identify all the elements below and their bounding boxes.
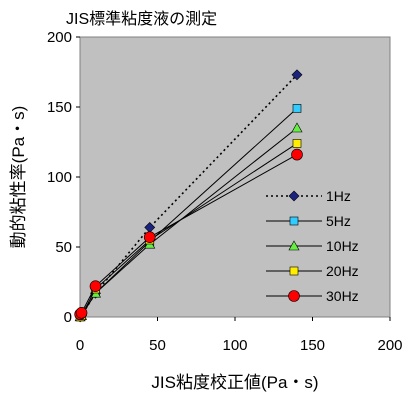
x-tick-label: 0 — [76, 337, 84, 354]
legend-marker — [288, 240, 300, 251]
legend-label: 1Hz — [326, 188, 351, 204]
x-axis-label: JIS粘度校正値(Pa・s) — [151, 373, 318, 392]
legend-marker — [288, 290, 300, 302]
data-point — [291, 148, 303, 161]
data-point — [89, 280, 102, 293]
x-tick-label: 150 — [300, 337, 325, 354]
y-tick-label: 100 — [47, 169, 72, 186]
data-point — [292, 139, 302, 148]
legend-item-1Hz: 1Hz — [266, 188, 351, 204]
series-layer — [74, 69, 303, 323]
data-point — [291, 122, 303, 133]
data-point — [291, 69, 303, 81]
legend-item-30Hz: 30Hz — [266, 288, 359, 304]
legend-marker — [289, 266, 299, 276]
data-point — [143, 231, 156, 243]
series-30Hz — [74, 148, 303, 321]
data-point — [292, 104, 302, 113]
axes: 0 50 100 150 200 0 50 100 150 200 — [47, 29, 403, 354]
legend-label: 10Hz — [326, 238, 359, 254]
x-tick-label: 50 — [149, 337, 166, 354]
y-tick-label: 0 — [64, 309, 72, 326]
y-tick-label: 200 — [47, 29, 72, 46]
legend-label: 5Hz — [326, 213, 351, 229]
chart-title: JIS標準粘度液の測定 — [66, 10, 217, 28]
legend-item-5Hz: 5Hz — [266, 213, 351, 229]
legend-label: 20Hz — [326, 263, 359, 279]
y-tick-label: 50 — [55, 239, 72, 256]
y-axis-label: 動的粘性率(Pa・s) — [9, 106, 28, 249]
legend: 1Hz 5Hz 10Hz 20Hz 30Hz — [266, 188, 359, 304]
legend-item-20Hz: 20Hz — [266, 263, 359, 279]
legend-label: 30Hz — [326, 288, 359, 304]
legend-item-10Hz: 10Hz — [266, 238, 359, 254]
x-tick-label: 100 — [222, 337, 247, 354]
x-tick-label: 200 — [377, 337, 402, 354]
data-point — [75, 306, 88, 319]
legend-marker — [289, 216, 299, 226]
y-tick-label: 150 — [47, 99, 72, 116]
legend-marker — [288, 190, 300, 202]
